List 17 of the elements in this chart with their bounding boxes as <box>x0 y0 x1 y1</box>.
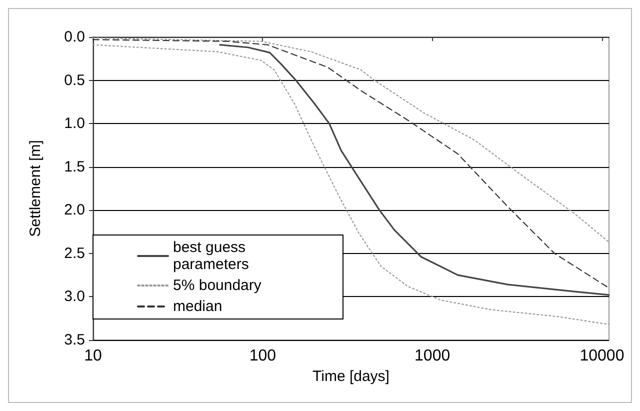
x-tick-label: 100 <box>249 348 276 364</box>
y-tick-label: 0.0 <box>64 28 85 46</box>
y-tick-label: 3.5 <box>64 332 85 348</box>
x-tick-label: 10 <box>84 348 102 364</box>
y-axis-title: Settlement [m] <box>27 140 44 237</box>
x-tick-label: 10000 <box>580 348 624 364</box>
x-tick-label: 1000 <box>414 348 450 364</box>
y-tick-label: 1.0 <box>64 115 85 132</box>
y-tick-label: 3.0 <box>64 288 85 306</box>
x-axis-title: Time [days] <box>312 368 390 385</box>
y-tick-label: 1.5 <box>64 158 85 176</box>
y-tick-label: 2.0 <box>64 202 85 219</box>
legend-label: 5% boundary <box>173 277 262 294</box>
legend-label: best guess parameters <box>173 239 250 273</box>
y-tick-label: 2.5 <box>64 244 85 262</box>
y-tick-label: 0.5 <box>64 72 85 89</box>
legend-label: median <box>173 298 222 315</box>
